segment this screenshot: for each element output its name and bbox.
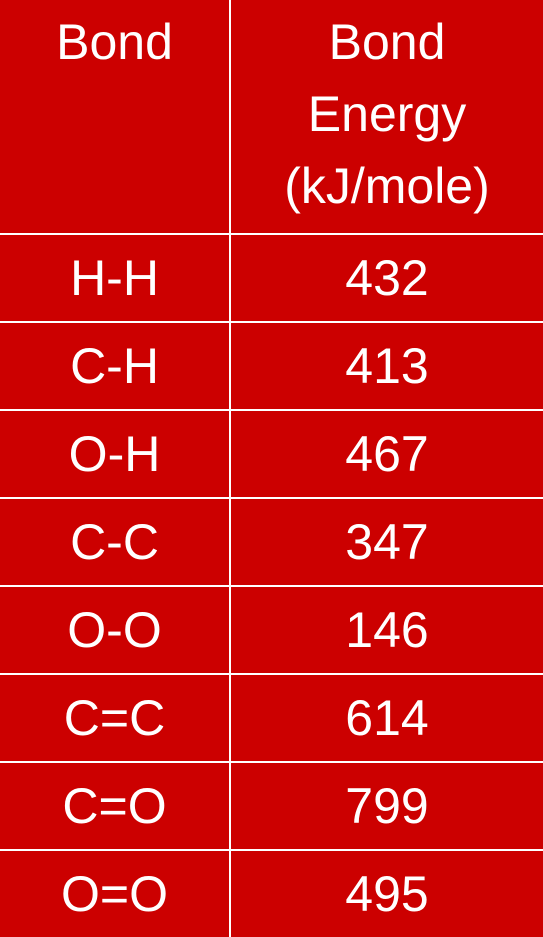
energy-cell: 614 [229,673,543,763]
energy-cell: 146 [229,585,543,675]
bond-cell: H-H [0,233,231,323]
bond-cell: O-O [0,585,231,675]
table-row: C=C 614 [0,673,543,763]
bond-cell: C-H [0,321,231,411]
energy-cell: 467 [229,409,543,499]
header-bond-label: Bond [56,14,173,70]
bond-cell: O=O [0,849,231,937]
header-bond-energy: Bond Energy (kJ/mole) [229,0,543,235]
header-energy-line-3: (kJ/mole) [284,158,490,214]
table-row: C-C 347 [0,497,543,587]
table-row: O-H 467 [0,409,543,499]
table-header-row: Bond Bond Energy (kJ/mole) [0,0,543,235]
header-energy-line-2: Energy [307,86,467,142]
bond-cell: C=C [0,673,231,763]
energy-cell: 347 [229,497,543,587]
table-row: C-H 413 [0,321,543,411]
bond-cell: O-H [0,409,231,499]
table-row: C=O 799 [0,761,543,851]
energy-cell: 495 [229,849,543,937]
table-row: O=O 495 [0,849,543,937]
bond-cell: C-C [0,497,231,587]
header-energy-line-1: Bond [328,14,446,70]
energy-cell: 413 [229,321,543,411]
energy-cell: 432 [229,233,543,323]
bond-cell: C=O [0,761,231,851]
table-row: H-H 432 [0,233,543,323]
energy-cell: 799 [229,761,543,851]
header-bond: Bond [0,0,231,235]
table-row: O-O 146 [0,585,543,675]
